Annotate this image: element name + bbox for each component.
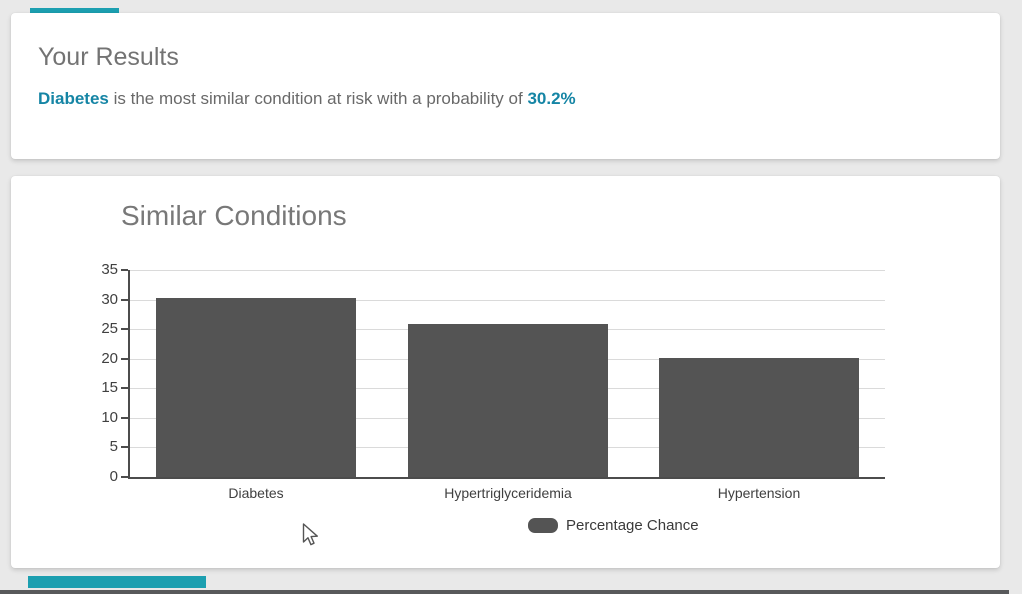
legend-swatch [528,518,558,533]
y-axis-tick-label: 35 [101,261,118,278]
y-axis-tick-label: 15 [101,379,118,396]
plot-area: 0 5 10 15 20 25 30 35 Diabetes Hypertriglyceridem… [101,261,885,501]
probability-value: 30.2% [527,89,576,108]
results-message-text: is the most similar condition at risk wi… [108,89,528,108]
gridline [130,300,885,301]
y-axis-tick-label: 5 [109,438,118,455]
x-axis-category-label: Hypertension [717,485,801,501]
y-axis-tick-label: 30 [101,291,118,308]
loading-progress-bar-top [30,8,119,16]
results-title: Your Results [38,43,179,71]
loading-progress-bar-bottom [28,576,206,588]
y-axis-tick [121,446,128,448]
x-axis-category-label: Hypertriglyceridemia [444,485,572,501]
y-axis-tick-label: 20 [101,350,118,367]
y-axis-tick [121,387,128,389]
bar-diabetes [156,298,356,477]
y-axis-tick-label: 10 [101,409,118,426]
results-message: Diabetes is the most similar condition a… [38,89,576,109]
y-axis-tick [121,417,128,419]
y-axis-tick-label: 0 [109,468,118,485]
mouse-cursor-icon [302,523,318,546]
bottom-border-line [0,590,1009,594]
y-axis-tick [121,476,128,478]
highlight-condition: Diabetes [38,89,109,108]
gridline [130,270,885,271]
y-axis-tick [121,299,128,301]
x-axis-category-label: Diabetes [228,485,284,501]
y-axis-tick [121,269,128,271]
chart-card: Similar Conditions 0 5 10 15 20 25 30 35 Diabete… [11,176,1000,568]
bar-hypertriglyceridemia [408,324,608,477]
y-axis-tick-label: 25 [101,320,118,337]
y-axis-tick [121,328,128,330]
results-card: Your Results Diabetes is the most simila… [11,13,1000,159]
legend-label: Percentage Chance [566,517,699,534]
chart-title: Similar Conditions [121,200,347,231]
y-axis-tick [121,358,128,360]
chart-legend: Percentage Chance [528,517,699,534]
bar-hypertension [659,358,859,477]
